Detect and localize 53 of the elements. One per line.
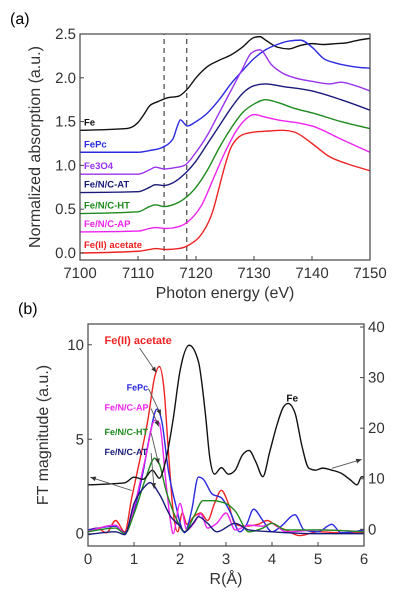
x-tick-label: 7130: [237, 265, 271, 282]
series-label: Fe/N/C-AP: [104, 402, 149, 413]
y2-tick-label: 40: [368, 319, 385, 336]
text: FePc: [126, 382, 148, 393]
y-tick-label: 0.5: [55, 201, 76, 218]
y-tick-label: 1.5: [55, 114, 76, 131]
y-axis-title: FT magnitude (a.u.): [35, 364, 52, 506]
y-tick-label: 5: [76, 431, 84, 448]
series-label: Fe(II) acetate: [84, 240, 142, 251]
x-axis-title: R(Å): [210, 570, 242, 588]
line-series: [87, 344, 365, 486]
x-tick-label: 1: [130, 551, 138, 568]
x-tick-label: 7140: [295, 265, 329, 282]
text: Fe(II) acetate: [104, 334, 172, 347]
x-tick-label: 7150: [353, 265, 387, 282]
line-series: [87, 482, 365, 536]
x-tick-label: 3: [222, 551, 230, 568]
series-label: Fe/N/C-AT: [84, 180, 130, 191]
chart-title: (a): [10, 11, 30, 28]
series-label: Fe/N/C-HT: [84, 200, 130, 212]
x-tick-label: 7100: [63, 265, 97, 282]
y-tick-label: 0: [76, 526, 84, 543]
x-tick-label: 6: [360, 551, 368, 568]
line-series: [79, 49, 371, 175]
y2-tick-label: 20: [368, 420, 385, 438]
y2-tick-label: 10: [368, 470, 385, 488]
series-label: Fe: [286, 394, 299, 405]
x-tick-label: 5: [314, 551, 322, 568]
series-label: Fe: [84, 117, 96, 128]
y2-tick-label: 30: [368, 370, 385, 387]
line-series: [79, 83, 371, 194]
line-series: [87, 366, 365, 536]
x-axis-title: Photon energy (eV): [156, 285, 294, 302]
y-tick-label: 0.0: [55, 244, 76, 262]
y2-tick-label: 0: [368, 521, 376, 538]
series-label: FePc: [84, 139, 107, 150]
y-tick-label: 2.0: [55, 70, 76, 87]
y-axis-title: Normalized absorption (a.u.): [27, 46, 44, 248]
line-series: [79, 99, 371, 214]
line-series: [87, 457, 365, 534]
series-label: Fe3O4: [84, 161, 114, 172]
y-tick-label: 10: [67, 336, 84, 354]
y-tick-label: 2.5: [55, 26, 76, 43]
line-series: [79, 114, 371, 233]
x-tick-label: 7110: [122, 265, 154, 282]
x-tick-label: 2: [176, 551, 184, 568]
series-label: Fe/N/C-AP: [84, 218, 132, 230]
chart-title: (b): [18, 301, 38, 318]
line-series: [79, 39, 371, 153]
y-tick-label: 1.0: [55, 157, 76, 174]
line-series: [79, 36, 371, 132]
x-tick-label: 7120: [179, 265, 213, 282]
x-tick-label: 4: [268, 551, 276, 568]
